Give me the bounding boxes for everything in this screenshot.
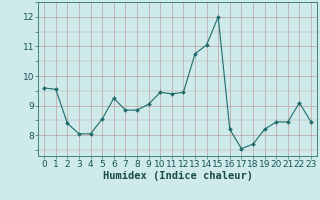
X-axis label: Humidex (Indice chaleur): Humidex (Indice chaleur) bbox=[103, 171, 252, 181]
